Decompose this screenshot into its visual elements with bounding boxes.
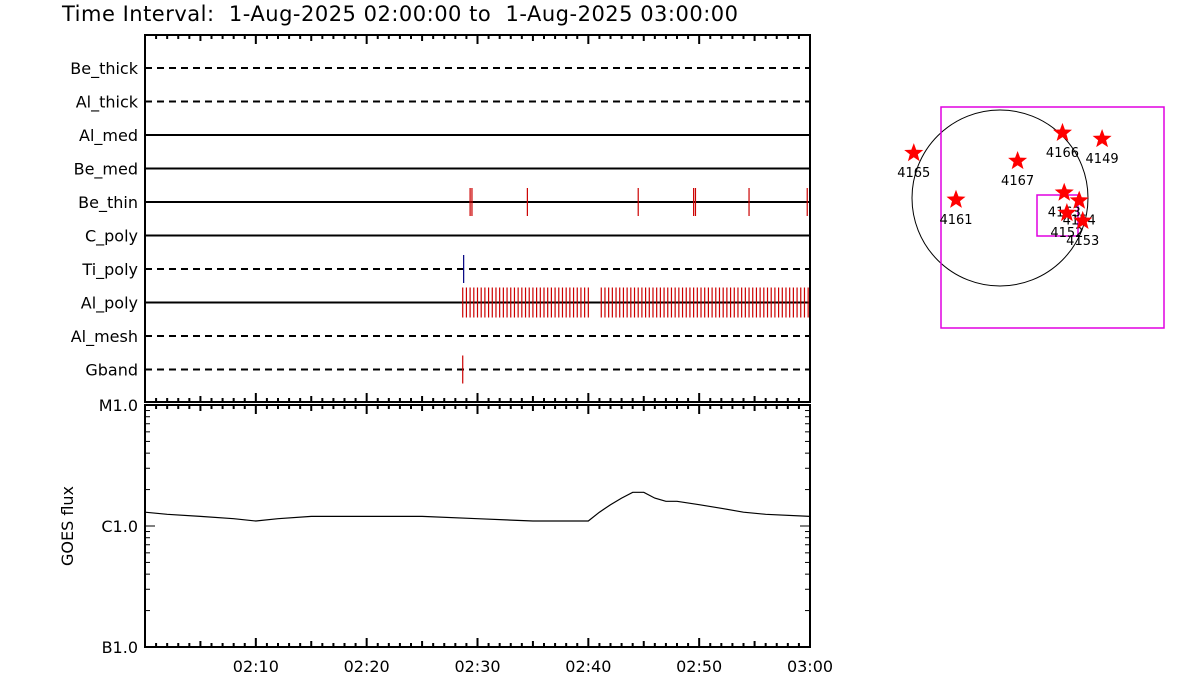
active-region-star bbox=[1069, 190, 1089, 209]
active-region-label: 4149 bbox=[1086, 152, 1119, 167]
channel-label: Be_thin bbox=[78, 193, 138, 213]
goes-frame bbox=[144, 404, 811, 648]
active-region-star bbox=[1053, 122, 1072, 141]
event-raster-panel: Be_thick Al_thick Al_med Be_med Be_thin C_pol… bbox=[70, 34, 811, 403]
active-region-star bbox=[1073, 210, 1093, 229]
time-axis-tick-label: 02:50 bbox=[676, 657, 722, 676]
channel-label: Ti_poly bbox=[81, 260, 138, 280]
active-region-label: 4152 bbox=[1050, 226, 1083, 241]
active-region-star bbox=[1008, 151, 1028, 170]
channel-label: Al_mesh bbox=[71, 327, 138, 347]
active-region-label: 4153 bbox=[1066, 234, 1099, 249]
channel-label: Al_poly bbox=[81, 294, 138, 314]
active-region-label: 4161 bbox=[939, 213, 972, 228]
active-region-star bbox=[1092, 129, 1112, 148]
active-region-star bbox=[1057, 203, 1077, 222]
fov-small-box bbox=[1036, 194, 1079, 237]
fov-large-box bbox=[940, 106, 1165, 329]
channel-label: Al_med bbox=[79, 126, 138, 146]
goes-flux-curve bbox=[144, 491, 811, 522]
time-axis-tick-label: 02:40 bbox=[565, 657, 611, 676]
active-region-star bbox=[946, 189, 966, 208]
time-interval-title: Time Interval: 1-Aug-2025 02:00:00 to 1-… bbox=[62, 2, 739, 26]
channel-label: Al_thick bbox=[76, 93, 139, 113]
raster-frame bbox=[144, 34, 811, 403]
goes-y-tick-label: C1.0 bbox=[101, 517, 138, 536]
active-region-star bbox=[1054, 182, 1074, 201]
channel-label: Gband bbox=[85, 361, 138, 380]
channel-label: Be_med bbox=[74, 160, 138, 180]
goes-y-tick-label: M1.0 bbox=[99, 396, 138, 415]
channel-label: C_poly bbox=[85, 227, 138, 247]
time-axis-tick-label: 02:20 bbox=[344, 657, 390, 676]
goes-y-axis-label: GOES flux bbox=[58, 486, 77, 566]
goes-flux-panel: M1.0 C1.0 B1.0 GOES flux 02:10 02:20 02:30 02:4… bbox=[58, 396, 833, 676]
time-axis-tick-label: 03:00 bbox=[787, 657, 833, 676]
goes-y-tick-label: B1.0 bbox=[102, 638, 138, 657]
time-axis-tick-label: 02:10 bbox=[233, 657, 279, 676]
active-region-label: 4165 bbox=[897, 166, 930, 181]
time-axis-tick-label: 02:30 bbox=[454, 657, 500, 676]
active-region-label: 4166 bbox=[1046, 146, 1079, 161]
active-region-star bbox=[904, 143, 924, 162]
channel-label: Be_thick bbox=[70, 59, 138, 79]
active-region-label: 4167 bbox=[1001, 174, 1034, 189]
flare-location-map: 416541614167416641494163415441524153 bbox=[897, 106, 1165, 329]
